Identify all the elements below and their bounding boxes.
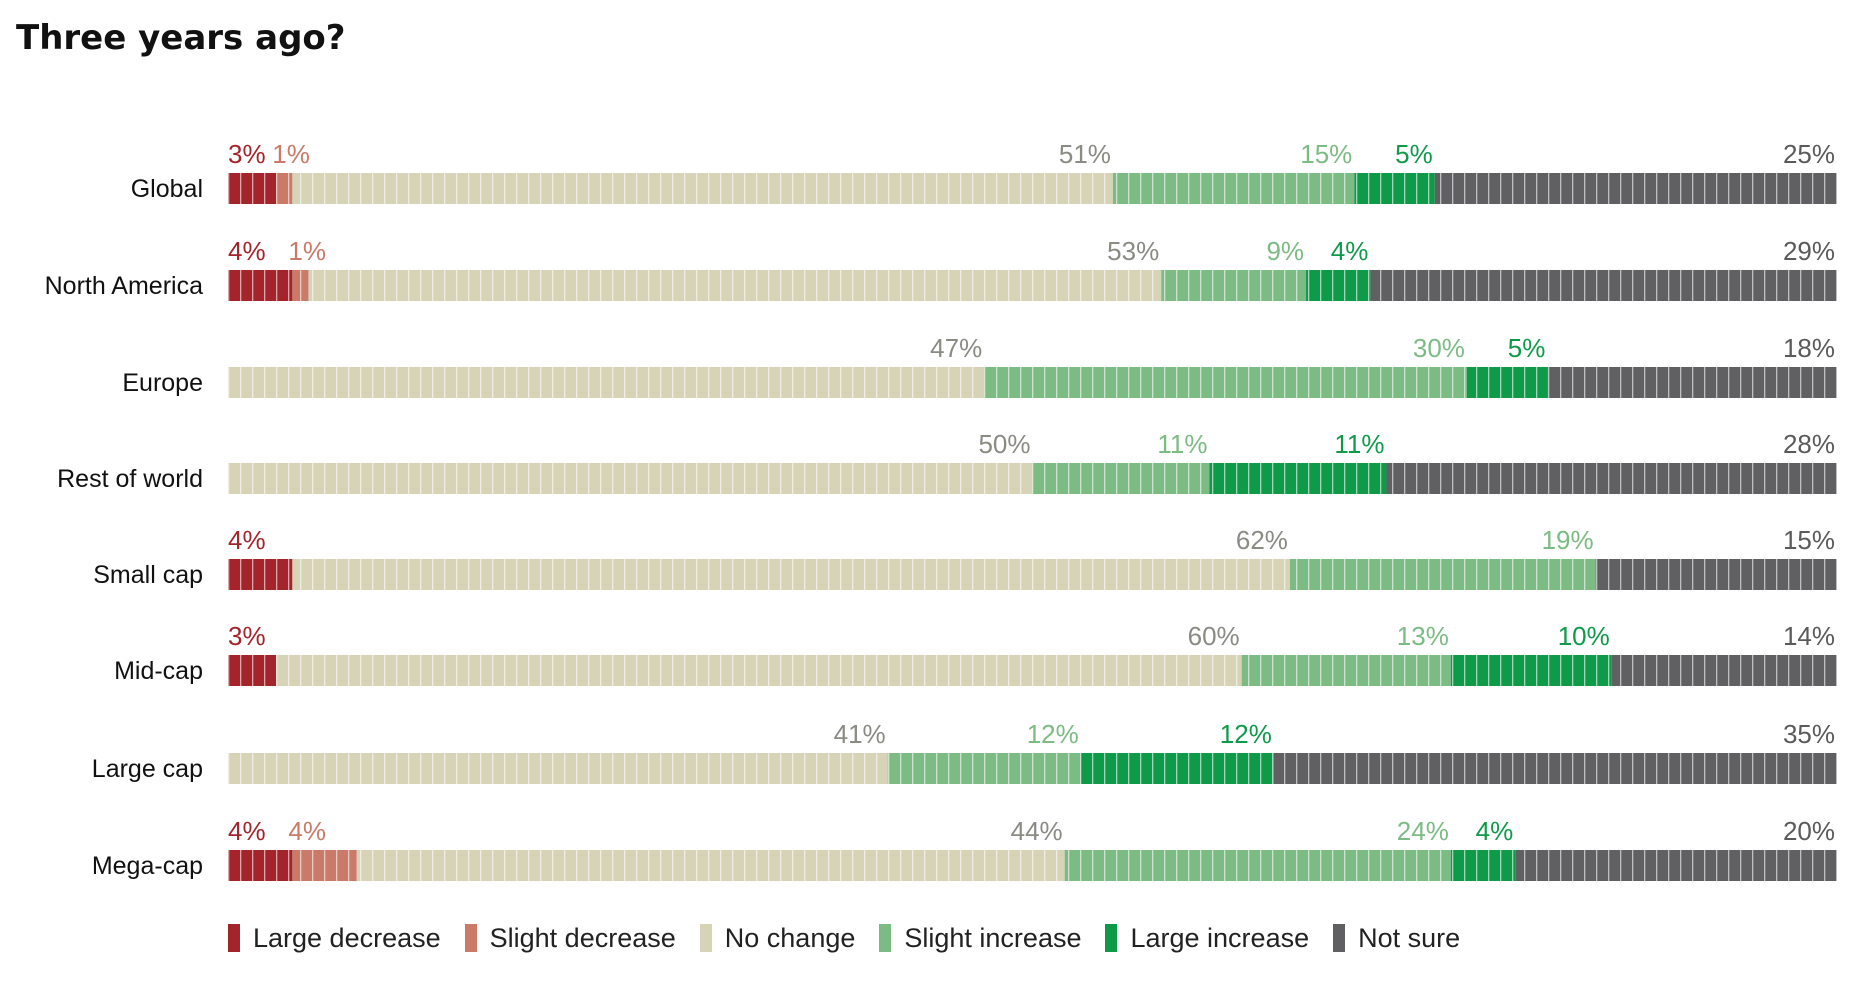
value-label-global-not-sure: 25% — [1783, 139, 1835, 169]
value-label-rest-of-world-slight-increase: 11% — [1157, 429, 1207, 459]
bar-cell-overlay — [228, 655, 1837, 686]
value-label-north-america-slight-decrease: 1% — [288, 236, 326, 266]
legend-item-not-sure: Not sure — [1333, 923, 1460, 954]
value-label-europe-large-increase: 5% — [1508, 333, 1546, 363]
value-label-mega-cap-slight-increase: 24% — [1397, 816, 1449, 846]
value-label-global-large-decrease: 3% — [228, 139, 266, 169]
value-label-rest-of-world-not-sure: 28% — [1783, 429, 1835, 459]
value-label-large-cap-large-increase: 12% — [1220, 719, 1272, 749]
legend-swatch — [1105, 924, 1118, 952]
legend-swatch — [879, 924, 892, 952]
legend-swatch — [464, 924, 477, 952]
chart-title: Three years ago? — [16, 18, 346, 58]
value-label-mega-cap-large-decrease: 4% — [228, 816, 266, 846]
value-label-mid-cap-slight-increase: 13% — [1397, 621, 1449, 651]
value-label-large-cap-no-change: 41% — [834, 719, 886, 749]
value-label-europe-not-sure: 18% — [1783, 333, 1835, 363]
value-label-global-slight-increase: 15% — [1300, 139, 1352, 169]
value-label-mid-cap-large-decrease: 3% — [228, 621, 266, 651]
bar-cell-overlay — [228, 173, 1837, 204]
legend-item-slight-decrease: Slight decrease — [464, 922, 676, 954]
bar-cell-overlay — [228, 270, 1837, 301]
legend-label: Not sure — [1358, 922, 1461, 953]
value-label-global-slight-decrease: 1% — [272, 139, 310, 169]
category-label-mega-cap: Mega-cap — [92, 852, 203, 880]
legend-item-large-decrease: Large decrease — [228, 923, 441, 954]
value-label-global-large-increase: 5% — [1395, 139, 1433, 169]
category-label-europe: Europe — [122, 369, 203, 397]
category-label-rest-of-world: Rest of world — [57, 465, 203, 493]
value-label-global-no-change: 51% — [1059, 139, 1111, 169]
bar-cell-overlay — [228, 559, 1837, 590]
legend-label: Large decrease — [253, 922, 441, 953]
bar-cell-overlay — [228, 753, 1837, 784]
category-label-large-cap: Large cap — [92, 755, 203, 783]
legend-swatch — [228, 924, 240, 952]
value-label-small-cap-large-decrease: 4% — [228, 525, 266, 555]
legend-label: Large increase — [1130, 922, 1310, 953]
legend-item-no-change: No change — [699, 922, 856, 954]
legend-label: Slight increase — [904, 922, 1082, 953]
category-label-small-cap: Small cap — [93, 561, 203, 589]
value-label-rest-of-world-no-change: 50% — [978, 429, 1030, 459]
value-label-large-cap-slight-increase: 12% — [1027, 719, 1079, 749]
value-label-mega-cap-slight-decrease: 4% — [288, 816, 326, 846]
value-label-north-america-not-sure: 29% — [1783, 236, 1835, 266]
category-label-mid-cap: Mid-cap — [114, 657, 203, 685]
value-label-north-america-large-decrease: 4% — [228, 236, 266, 266]
bar-cell-overlay — [228, 463, 1837, 494]
chart-legend: Large decrease Slight decrease No change Sl… — [228, 920, 1484, 956]
value-label-north-america-slight-increase: 9% — [1266, 236, 1304, 266]
bar-cell-overlay — [228, 367, 1837, 398]
legend-swatch — [699, 924, 712, 952]
legend-item-large-increase: Large increase — [1105, 923, 1309, 954]
value-label-europe-no-change: 47% — [930, 333, 982, 363]
value-label-small-cap-slight-increase: 19% — [1542, 525, 1594, 555]
value-label-europe-slight-increase: 30% — [1413, 333, 1465, 363]
value-label-small-cap-no-change: 62% — [1236, 525, 1288, 555]
category-label-north-america: North America — [45, 272, 203, 300]
value-label-mid-cap-large-increase: 10% — [1558, 621, 1610, 651]
value-label-small-cap-not-sure: 15% — [1783, 525, 1835, 555]
value-label-large-cap-not-sure: 35% — [1783, 719, 1835, 749]
legend-swatch — [1333, 924, 1346, 952]
value-label-mid-cap-not-sure: 14% — [1783, 621, 1835, 651]
value-label-mega-cap-large-increase: 4% — [1476, 816, 1514, 846]
bar-cell-overlay — [228, 850, 1837, 881]
legend-label: Slight decrease — [489, 922, 676, 953]
value-label-mega-cap-no-change: 44% — [1011, 816, 1063, 846]
value-label-mega-cap-not-sure: 20% — [1783, 816, 1835, 846]
value-label-north-america-no-change: 53% — [1107, 236, 1159, 266]
legend-label: No change — [724, 922, 856, 953]
value-label-rest-of-world-large-increase: 11% — [1334, 429, 1384, 459]
value-label-mid-cap-no-change: 60% — [1188, 621, 1240, 651]
value-label-north-america-large-increase: 4% — [1331, 236, 1369, 266]
category-label-global: Global — [131, 175, 203, 203]
legend-item-slight-increase: Slight increase — [879, 923, 1081, 954]
